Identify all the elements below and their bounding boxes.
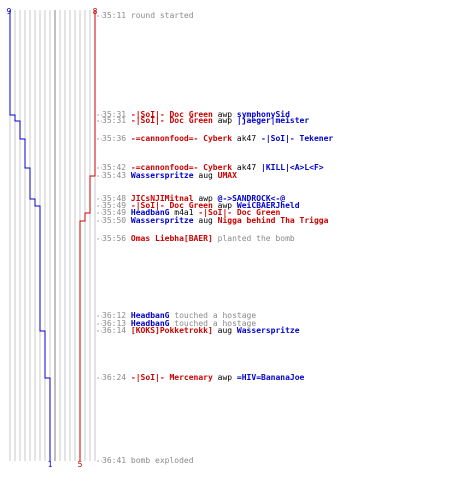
victim-name: UMAX [217,171,237,180]
killer-name: -|SoI|- Doc Green [130,201,213,210]
victim-name: Nigga behind Tha Trigga [217,216,329,225]
event-text: bomb exploded [130,456,194,465]
log-row: 36:24 -|SoI|- Mercenary awp =HIV=BananaJ… [102,373,304,382]
log-row: 35:11 round started [102,11,194,20]
log-row: 36:41 bomb exploded [102,456,194,465]
log-row: 35:31 -|SoI|- Doc Green awp symphonySid [102,110,290,119]
blue-end-count: 1 [48,460,53,469]
killer-name: Wasserspritze [130,216,194,225]
log-row: 35:43 Wasserspritze aug UMAX [102,171,237,180]
blue-start-count: 9 [7,7,12,16]
victim-name: |KILL|<A>L<F> [261,163,324,172]
killer-name: JICsNJIMitnal [130,194,194,203]
actor-name: HeadbanG [130,311,170,320]
weapon-name: aug [217,326,233,335]
log-row: 35:36 -=cannonfood=- Cyberk ak47 -|SoI|-… [102,134,333,143]
log-row: 35:48 JICsNJIMitnal awp @->SANDROCK<-@ [102,194,285,203]
killer-name: HeadbanG [130,208,170,217]
weapon-name: aug [198,216,213,225]
weapon-name: ak47 [236,134,257,143]
log-row: 35:31 -|SoI|- Doc Green awp |jaeger|meis… [102,116,309,125]
event-time: 35:31 [102,116,127,125]
log-row: 35:49 -|SoI|- Doc Green awp WeiCBAERJhel… [102,201,300,210]
event-time: 35:48 [102,194,127,203]
event-time: 35:42 [102,163,127,172]
blue-team-alive-line [9,10,51,461]
victim-name: -|SoI|- Doc Green [198,208,281,217]
weapon-name: m4a1 [174,208,194,217]
event-time: 35:49 [102,208,127,217]
weapon-name: awp [217,201,233,210]
event-action: touched a hostage [174,319,257,328]
round-timeline-chart: 9 8 1 5 [7,7,102,469]
killer-name: -|SoI|- Mercenary [130,373,213,382]
log-row: 36:12 HeadbanG touched a hostage [102,311,256,320]
event-action: planted the bomb [217,234,295,243]
event-time: 36:12 [102,311,127,320]
event-time: 36:41 [102,456,127,465]
event-text: round started [130,11,194,20]
weapon-name: ak47 [236,163,257,172]
event-time: 35:56 [102,234,127,243]
weapon-name: awp [217,373,233,382]
actor-name: Omas Liebha[BAER] [130,234,213,243]
weapon-name: aug [198,171,213,180]
red-team-alive-line [79,10,96,461]
victim-name: @->SANDROCK<-@ [217,194,286,203]
red-end-count: 5 [78,460,83,469]
killer-name: -|SoI|- Doc Green [130,116,213,125]
victim-name: =HIV=BananaJoe [236,373,305,382]
event-time: 35:50 [102,216,127,225]
log-row: 35:50 Wasserspritze aug Nigga behind Tha… [102,216,328,225]
actor-name: HeadbanG [130,319,170,328]
log-row: 35:56 Omas Liebha[BAER] planted the bomb [102,234,295,243]
event-time: 36:14 [102,326,127,335]
killer-name: -=cannonfood=- Cyberk [130,163,233,172]
weapon-name: awp [198,194,213,203]
victim-name: symphonySid [236,110,290,119]
red-start-count: 8 [93,7,98,16]
weapon-name: awp [217,110,233,119]
victim-name: Wasserspritze [236,326,300,335]
victim-name: -|SoI|- Tekener [261,134,334,143]
killer-name: -|SoI|- Doc Green [130,110,213,119]
log-row: 35:49 HeadbanG m4a1 -|SoI|- Doc Green [102,208,280,217]
event-time: 35:49 [102,201,127,210]
event-time: 36:24 [102,373,127,382]
log-row: 36:14 [KOKS]Pokketrokk] aug Wasserspritz… [102,326,300,335]
victim-name: WeiCBAERJheld [236,201,300,210]
killer-name: [KOKS]Pokketrokk] [130,326,213,335]
event-dashes [97,15,102,462]
player-gridlines [9,10,96,461]
log-row: 36:13 HeadbanG touched a hostage [102,319,256,328]
event-action: touched a hostage [174,311,257,320]
victim-name: |jaeger|meister [236,116,310,125]
event-log: 35:11 round started 35:31 -|SoI|- Doc Gre… [102,0,442,500]
killer-name: Wasserspritze [130,171,194,180]
weapon-name: awp [217,116,233,125]
killer-name: -=cannonfood=- Cyberk [130,134,233,143]
event-time: 35:43 [102,171,127,180]
event-time: 36:13 [102,319,127,328]
log-row: 35:42 -=cannonfood=- Cyberk ak47 |KILL|<… [102,163,324,172]
event-time: 35:36 [102,134,127,143]
event-time: 35:11 [102,11,127,20]
event-time: 35:31 [102,110,127,119]
